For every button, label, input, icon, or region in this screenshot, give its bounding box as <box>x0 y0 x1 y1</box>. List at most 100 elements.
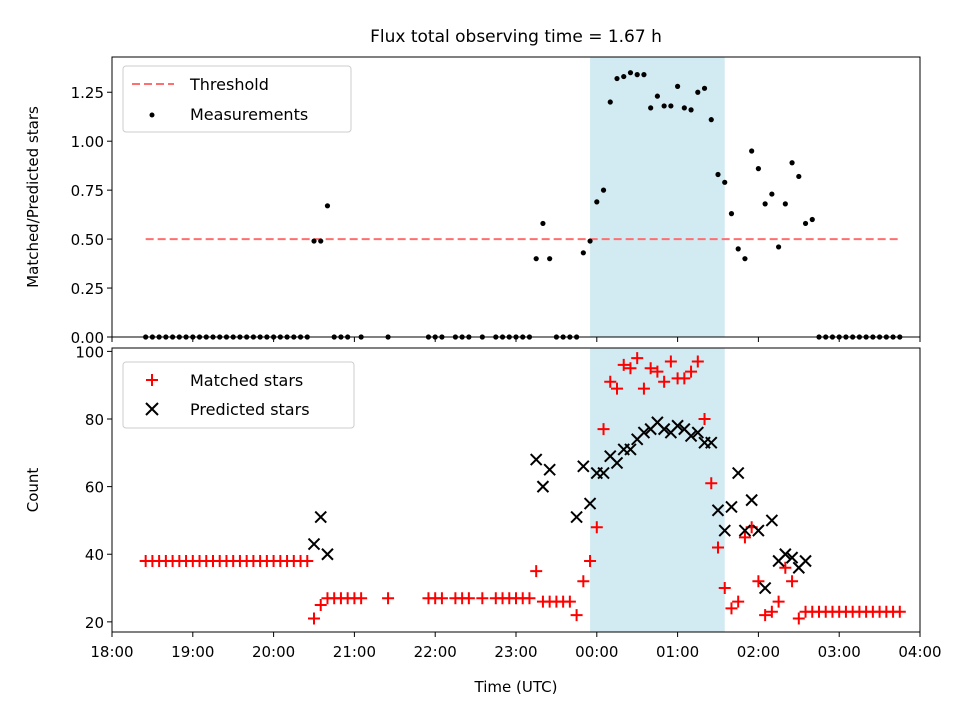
chart-title: Flux total observing time = 1.67 h <box>370 27 662 47</box>
x-tick-label: 04:00 <box>898 643 941 661</box>
predicted-star-point <box>536 480 550 493</box>
top-legend-frame <box>122 65 352 133</box>
x-tick-label: 23:00 <box>494 643 537 661</box>
predicted-star-point <box>725 500 738 514</box>
measurement-points <box>143 70 903 340</box>
matched-star-point <box>637 382 650 395</box>
predicted-star-point <box>691 426 705 439</box>
top-y-axis: 0.00 0.25 0.50 0.75 1.00 1.25 <box>71 84 112 347</box>
matched-star-point <box>664 355 677 368</box>
matched-star-point <box>786 575 799 588</box>
measurement-point <box>722 179 728 185</box>
measurement-point <box>735 246 741 252</box>
y-tick-label: 0.75 <box>71 182 104 200</box>
bottom-highlight-span <box>590 348 725 632</box>
legend-matched-label: Matched stars <box>190 371 303 390</box>
matched-star-point <box>651 365 664 378</box>
bottom-legend: Matched stars Predicted stars <box>122 361 355 429</box>
measurement-point <box>742 256 748 262</box>
matched-star-point <box>752 575 765 588</box>
legend-measurements-label: Measurements <box>190 105 308 124</box>
predicted-star-point <box>765 514 779 527</box>
matched-star-point <box>765 605 778 618</box>
measurement-point <box>695 89 701 95</box>
predicted-star-point <box>543 463 556 476</box>
measurement-point <box>668 103 674 109</box>
matched-star-point <box>685 365 698 378</box>
matched-star-point <box>570 609 583 622</box>
top-legend: Threshold Measurements <box>122 65 352 133</box>
measurement-point <box>600 187 607 193</box>
matched-star-point <box>658 375 671 388</box>
bottom-y-axis-label: Count <box>24 468 42 513</box>
matched-star-point <box>718 582 731 595</box>
matched-star-point <box>678 372 691 385</box>
matched-star-point <box>759 609 772 622</box>
matched-star-point <box>308 612 320 625</box>
legend-threshold-label: Threshold <box>189 75 269 94</box>
measurement-point <box>547 256 553 262</box>
top-panel: 0.00 0.25 0.50 0.75 1.00 1.25 Matched/Predict… <box>24 56 921 347</box>
measurement-point <box>661 103 667 109</box>
matched-star-point <box>631 352 644 365</box>
bottom-panel: 20 40 60 80 100 18:00 19:00 20:00 21:00 22:00 23:… <box>24 343 942 696</box>
legend-predicted-swatch <box>145 402 159 416</box>
measurement-point <box>540 220 546 227</box>
predicted-star-point <box>314 510 327 524</box>
matched-star-point <box>577 575 590 588</box>
measurement-point <box>809 216 815 223</box>
y-tick-label: 0.50 <box>71 231 104 249</box>
x-tick-label: 21:00 <box>333 643 376 661</box>
x-tick-label: 22:00 <box>414 643 457 661</box>
measurement-point <box>715 171 721 178</box>
top-y-axis-label: Matched/Predicted stars <box>24 106 42 288</box>
measurement-point <box>728 211 735 217</box>
measurement-point <box>324 203 331 209</box>
matched-star-point <box>698 413 711 425</box>
predicted-star-point <box>577 460 590 473</box>
matched-star-point <box>301 555 314 567</box>
measurement-point <box>318 238 324 244</box>
y-tick-label: 1.25 <box>71 84 104 102</box>
matched-star-point <box>792 612 805 625</box>
predicted-star-point <box>745 493 758 507</box>
measurement-point <box>681 105 687 111</box>
matched-star-point <box>597 423 610 436</box>
measurement-point <box>580 250 586 256</box>
matched-star-point <box>738 531 751 544</box>
measurement-point <box>594 199 600 205</box>
predicted-star-point <box>321 548 334 561</box>
measurement-point <box>708 117 714 123</box>
legend-predicted-label: Predicted stars <box>190 400 310 419</box>
legend-measurements-swatch <box>149 112 155 118</box>
predicted-star-point <box>657 422 671 436</box>
y-tick-label: 20 <box>85 614 104 632</box>
predicted-star-point <box>752 524 765 537</box>
predicted-star-point <box>597 466 610 480</box>
matched-stars-points <box>139 352 906 625</box>
predicted-star-point <box>684 429 698 443</box>
y-tick-label: 0.25 <box>71 280 104 298</box>
matched-star-point <box>624 362 637 375</box>
matched-star-point <box>435 592 448 605</box>
predicted-star-point <box>570 510 583 524</box>
predicted-star-point <box>758 581 772 595</box>
measurement-point <box>614 75 620 82</box>
matched-star-point <box>584 555 597 567</box>
matched-star-point <box>779 561 792 574</box>
y-tick-label: 60 <box>85 479 104 497</box>
matched-star-point <box>725 602 738 615</box>
measurement-point <box>749 148 755 154</box>
x-tick-label: 01:00 <box>656 643 699 661</box>
bottom-y-axis: 20 40 60 80 100 <box>75 343 112 632</box>
matched-star-point <box>644 362 657 375</box>
matched-star-point <box>691 355 704 368</box>
x-tick-label: 18:00 <box>90 643 133 661</box>
measurement-point <box>311 238 317 244</box>
predicted-star-point <box>671 419 684 432</box>
x-tick-label: 00:00 <box>575 643 618 661</box>
matched-star-point <box>382 592 395 605</box>
measurement-point <box>533 256 539 262</box>
measurement-point <box>634 72 640 78</box>
